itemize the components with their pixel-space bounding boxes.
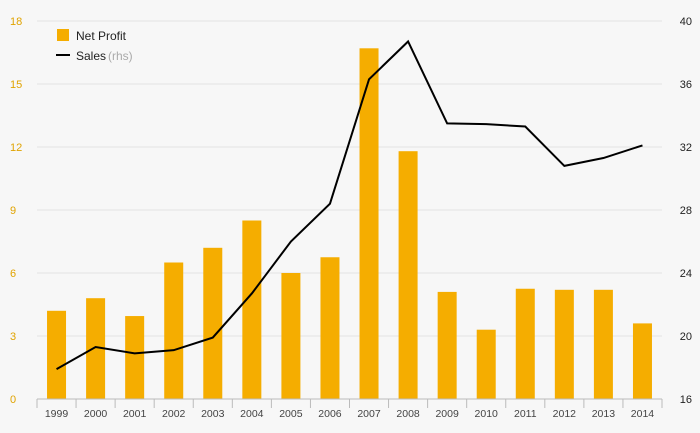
y-tick-left: 0	[10, 394, 16, 406]
bar-net-profit	[359, 48, 379, 400]
x-tick-label: 2014	[631, 408, 655, 420]
bar-net-profit	[242, 220, 262, 399]
x-tick-label: 2003	[201, 408, 225, 420]
legend-label-net-profit: Net Profit	[76, 29, 127, 43]
y-tick-right: 20	[680, 331, 692, 343]
y-tick-left: 9	[10, 205, 16, 217]
bar-net-profit	[515, 288, 535, 399]
x-tick-label: 2012	[553, 408, 577, 420]
bar-net-profit	[281, 273, 301, 399]
x-tick-label: 1999	[45, 408, 69, 420]
bar-net-profit	[203, 247, 223, 399]
gridlines	[37, 20, 662, 337]
bar-net-profit	[632, 323, 652, 399]
bar-net-profit	[398, 151, 418, 399]
bar-net-profit	[125, 316, 145, 399]
y-tick-left: 3	[10, 331, 16, 343]
line-sales-path	[56, 39, 643, 370]
bar-net-profit	[593, 289, 613, 399]
x-tick-label: 2000	[84, 408, 108, 420]
bars-net-profit	[47, 48, 652, 400]
y-tick-right: 36	[680, 79, 692, 91]
x-tick-label: 2002	[162, 408, 186, 420]
bar-net-profit	[86, 298, 106, 399]
x-tick-label: 2013	[592, 408, 616, 420]
y-tick-left: 15	[10, 79, 22, 91]
y-tick-right: 28	[680, 205, 692, 217]
legend: Net Profit Sales (rhs)	[56, 29, 133, 63]
x-tick-label: 2001	[123, 408, 147, 420]
y-tick-right: 16	[680, 394, 692, 406]
bar-net-profit	[476, 329, 496, 399]
legend-label-sales: Sales	[76, 49, 106, 63]
y-tick-left: 6	[10, 268, 16, 280]
bar-net-profit	[320, 257, 340, 399]
bar-net-profit	[554, 289, 574, 399]
x-tick-label: 2008	[396, 408, 420, 420]
legend-note-rhs: (rhs)	[108, 49, 133, 63]
legend-swatch-net-profit	[57, 29, 69, 41]
x-tick-label: 2010	[475, 408, 499, 420]
x-tick-label: 2009	[435, 408, 459, 420]
x-tick-label: 2004	[240, 408, 264, 420]
bar-net-profit	[164, 262, 184, 399]
x-tick-label: 2006	[318, 408, 342, 420]
y-tick-right: 24	[680, 268, 692, 280]
x-tick-label: 2005	[279, 408, 303, 420]
x-tick-label: 2007	[357, 408, 381, 420]
y-tick-left: 12	[10, 142, 22, 154]
y-tick-right: 32	[680, 142, 692, 154]
y-tick-left: 18	[10, 16, 22, 28]
bar-net-profit	[437, 291, 457, 399]
y-tick-right: 40	[680, 16, 692, 28]
line-sales	[56, 39, 643, 370]
bar-net-profit	[47, 310, 67, 399]
x-tick-label: 2011	[514, 408, 537, 420]
